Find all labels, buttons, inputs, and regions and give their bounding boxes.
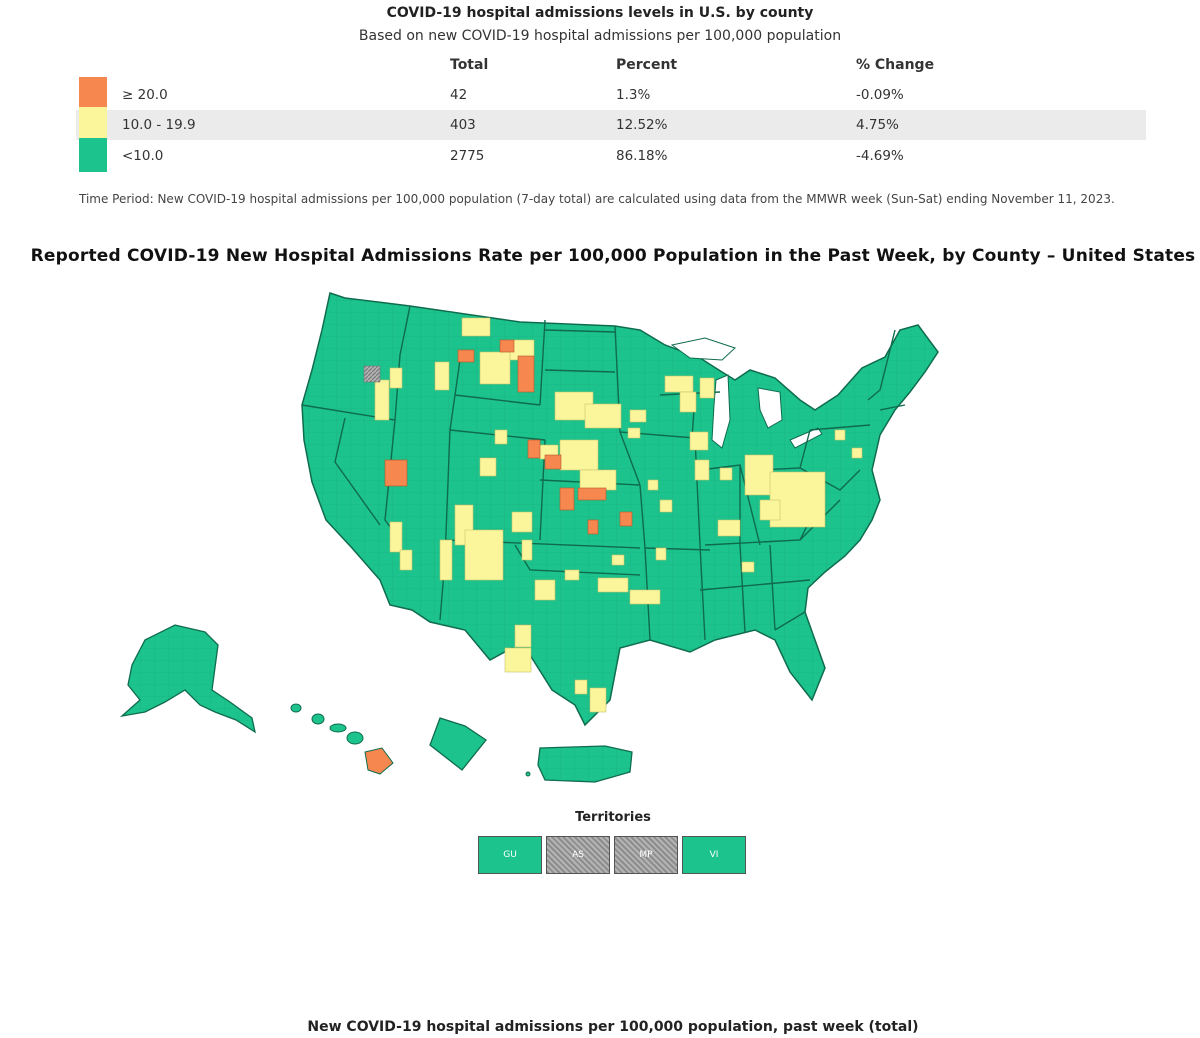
legend-swatch-low <box>79 138 107 172</box>
table-row-medium: 10.0 - 19.9 403 12.52% 4.75% <box>76 107 1146 141</box>
hawaii-island-kauai <box>290 703 302 713</box>
row-total: 42 <box>450 87 468 103</box>
row-percent: 86.18% <box>616 148 668 164</box>
row-change: -4.69% <box>856 148 904 164</box>
counties-high-level <box>384 339 633 535</box>
territory-mp[interactable]: MP <box>614 836 678 874</box>
hawaii <box>290 703 394 775</box>
dc-landmass <box>429 717 487 771</box>
table-row-high: ≥ 20.0 42 1.3% -0.09% <box>76 77 1146 111</box>
county-no-data <box>363 365 381 383</box>
alaska <box>119 624 256 734</box>
column-header-percent: Percent <box>616 57 678 73</box>
time-period-note: Time Period: New COVID-19 hospital admis… <box>79 192 1115 206</box>
lake-michigan <box>711 374 731 449</box>
territory-vi[interactable]: VI <box>682 836 746 874</box>
territory-code: GU <box>503 850 517 860</box>
table-subtitle: Based on new COVID-19 hospital admission… <box>358 28 842 44</box>
puerto-rico <box>525 745 633 783</box>
hawaii-island-molokai <box>329 723 347 733</box>
territory-as[interactable]: AS <box>546 836 610 874</box>
hawaii-island-oahu <box>311 713 325 725</box>
us-county-map[interactable] <box>0 280 1200 800</box>
map-title: Reported COVID-19 New Hospital Admission… <box>30 246 1196 266</box>
column-header-total: Total <box>450 57 489 73</box>
row-total: 403 <box>450 117 476 133</box>
legend-swatch-high <box>79 77 107 111</box>
row-percent: 1.3% <box>616 87 651 103</box>
lake-huron <box>757 387 783 429</box>
puerto-rico-islet <box>525 771 531 777</box>
lake-erie <box>789 427 823 449</box>
row-label: ≥ 20.0 <box>122 87 168 103</box>
alaska-county-grid <box>122 625 255 732</box>
counties-medium-level <box>374 317 863 713</box>
territory-code: AS <box>572 850 584 860</box>
hawaii-island-big <box>364 747 394 775</box>
row-label: 10.0 - 19.9 <box>122 117 196 133</box>
lake-superior <box>670 337 736 361</box>
legend-title: New COVID-19 hospital admissions per 100… <box>307 1019 919 1035</box>
row-percent: 12.52% <box>616 117 668 133</box>
column-header-change: % Change <box>856 57 935 73</box>
table-title: COVID-19 hospital admissions levels in U… <box>386 5 814 21</box>
contiguous-us <box>301 292 939 727</box>
territories-label: Territories <box>575 810 651 825</box>
table-row-low: <10.0 2775 86.18% -4.69% <box>76 138 1146 172</box>
hawaii-island-maui <box>346 731 364 745</box>
territory-code: MP <box>639 850 653 860</box>
puerto-rico-county-grid <box>538 746 632 782</box>
dc-enlarged <box>429 717 487 771</box>
territory-gu[interactable]: GU <box>478 836 542 874</box>
row-label: <10.0 <box>122 148 164 164</box>
county-grid-overlay <box>302 293 938 725</box>
row-total: 2775 <box>450 148 485 164</box>
territory-code: VI <box>709 850 719 860</box>
row-change: 4.75% <box>856 117 899 133</box>
table-header-row: Total Percent % Change <box>76 55 1146 79</box>
row-change: -0.09% <box>856 87 904 103</box>
legend-swatch-medium <box>79 107 107 141</box>
